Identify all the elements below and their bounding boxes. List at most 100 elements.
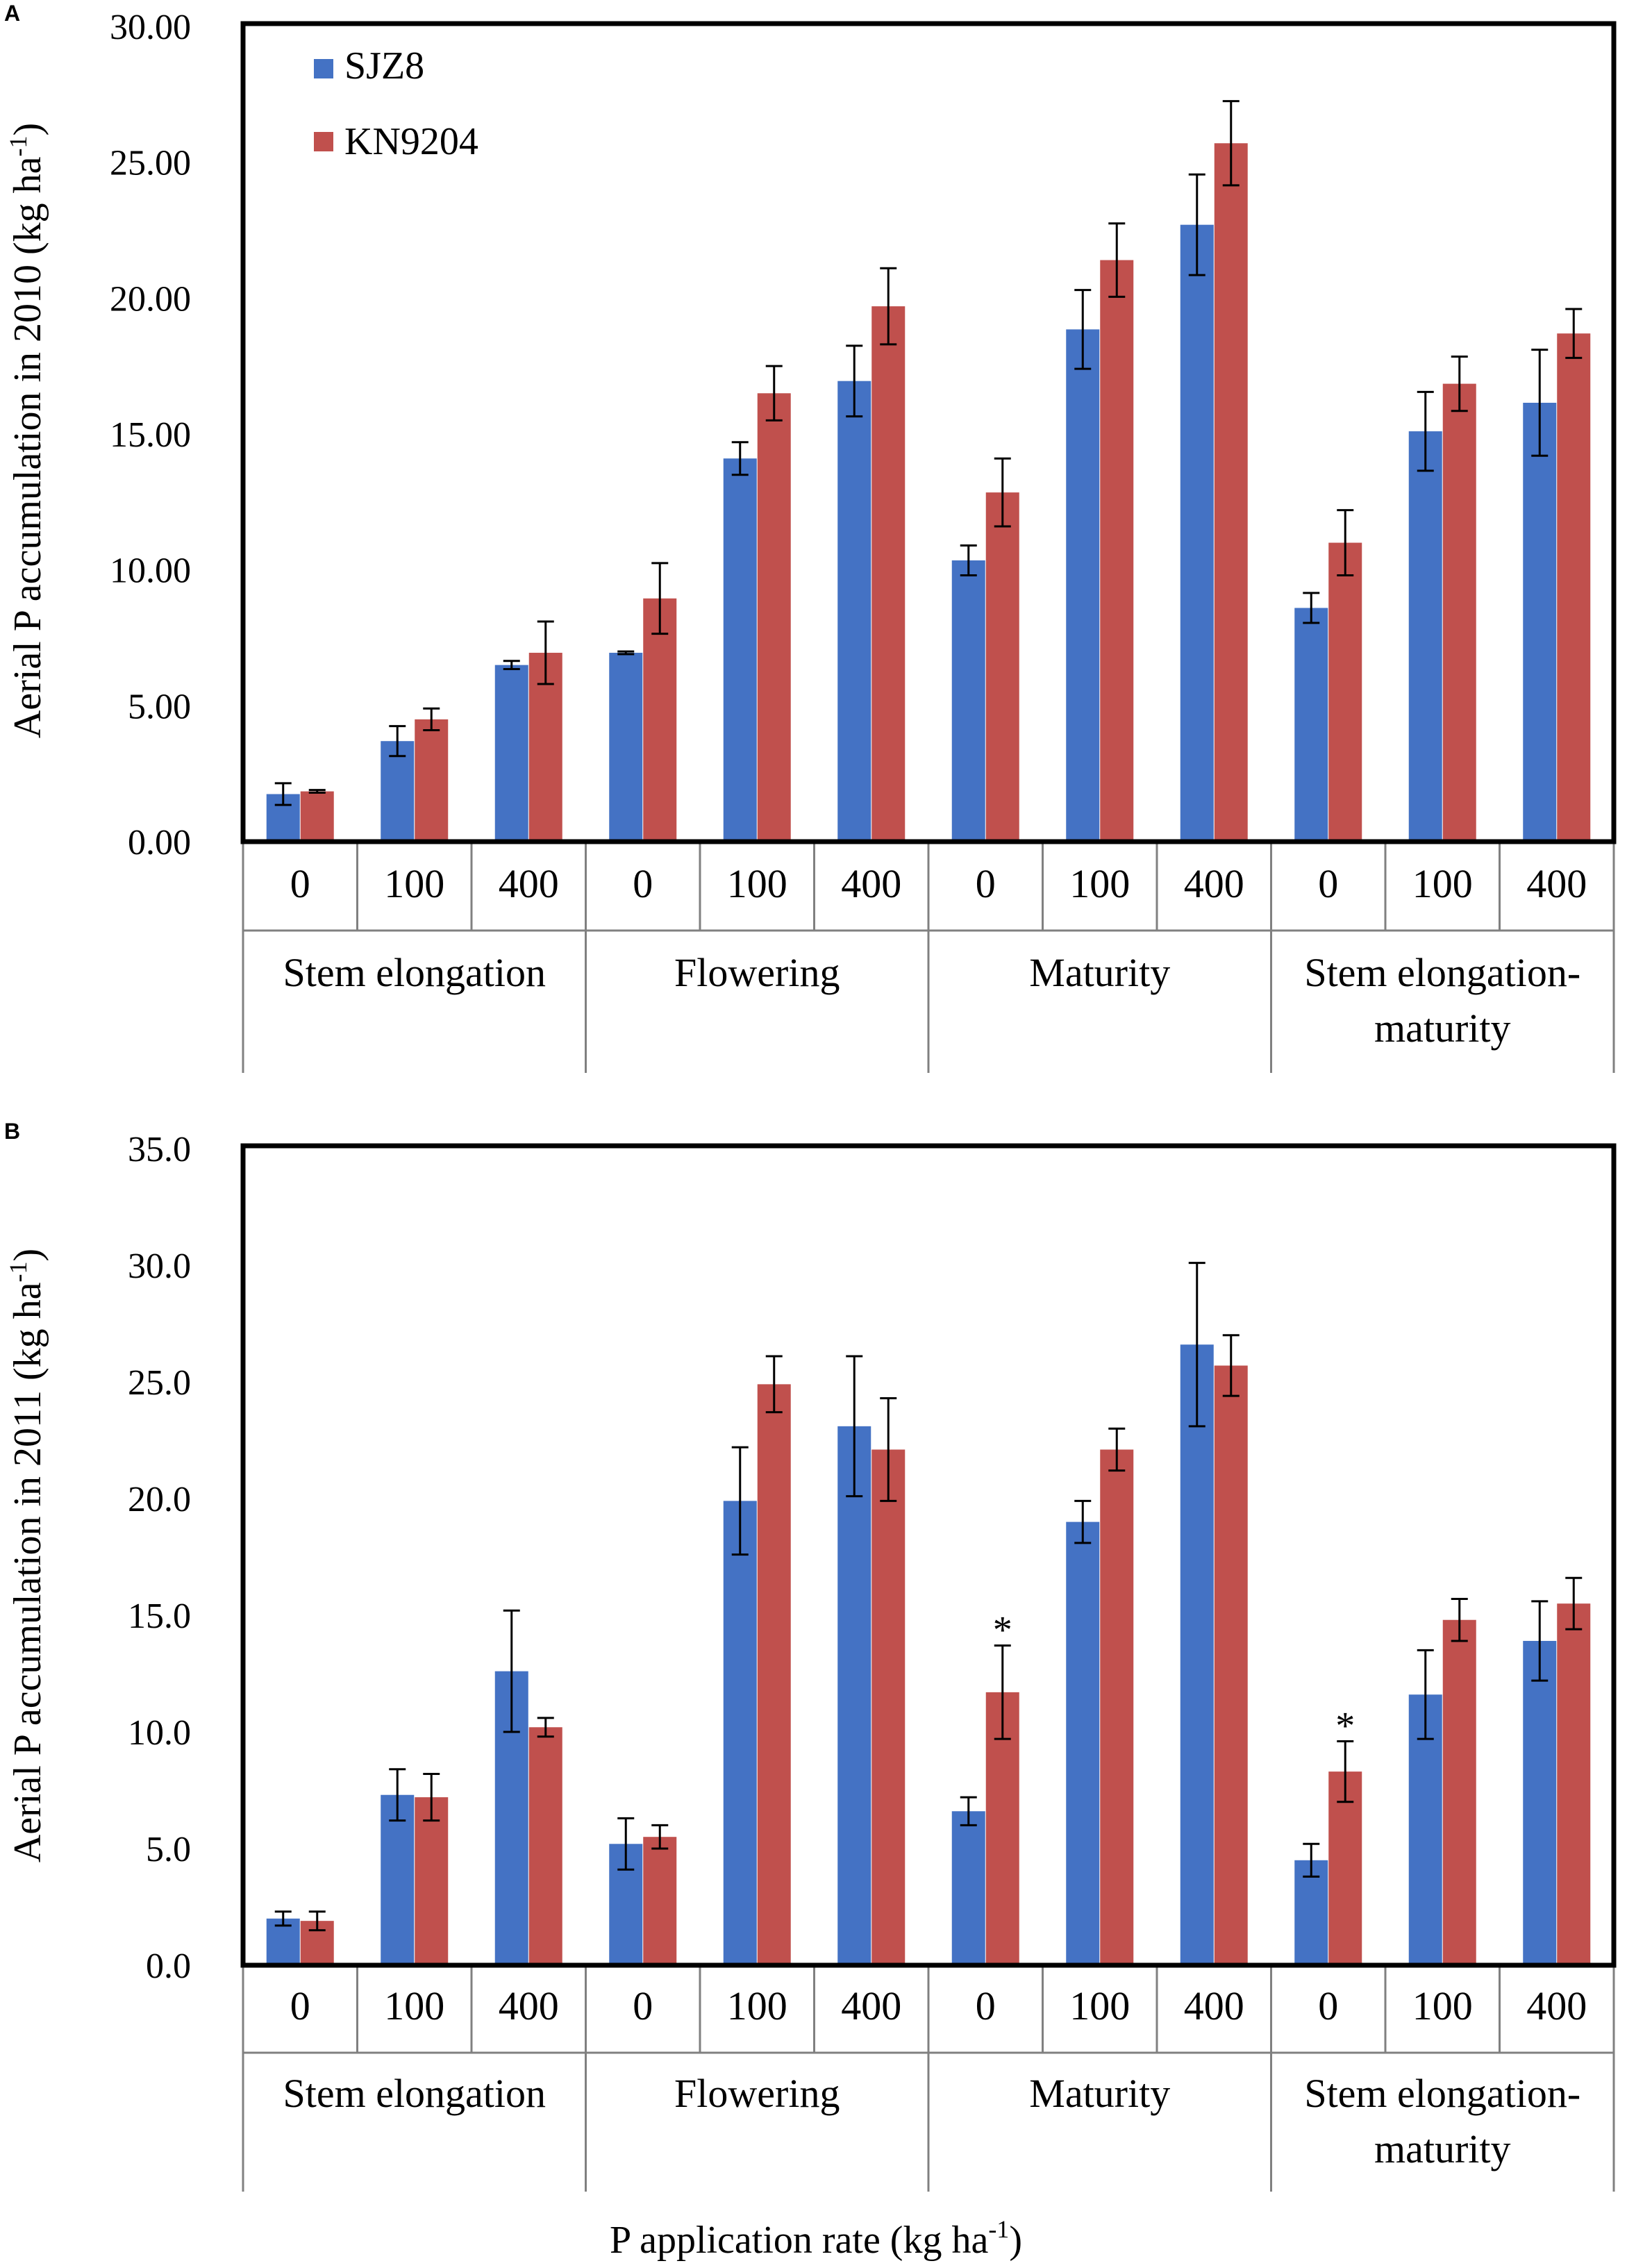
bar-sjz8 — [381, 741, 415, 842]
y-tick-label: 25.00 — [110, 144, 191, 183]
y-tick-label: 0.00 — [128, 823, 191, 862]
y-tick-label: 15.0 — [128, 1596, 191, 1636]
significance-mark: * — [993, 1609, 1012, 1652]
y-tick-label: 25.0 — [128, 1363, 191, 1403]
bar-sjz8 — [1523, 402, 1557, 842]
bar-kn9204 — [871, 1449, 906, 1965]
bar-kn9204 — [1328, 542, 1362, 842]
bar-kn9204 — [1442, 1619, 1476, 1965]
x-axis-b: 0 100 400 0 100 400 0 100 400 0 100 400 Stem elongat… — [242, 1965, 1615, 2192]
bar-sjz8 — [381, 1794, 415, 1965]
x-tick-label: 400 — [841, 861, 901, 906]
group-label: maturity — [1374, 1006, 1511, 1051]
panel-label-a: A — [4, 1, 20, 26]
group-label: Stem elongation — [283, 950, 546, 995]
y-tick-label: 5.0 — [146, 1830, 191, 1869]
legend-label-kn9204: KN9204 — [344, 120, 478, 163]
x-tick-label: 400 — [499, 1983, 559, 2028]
x-tick-label: 100 — [727, 1983, 787, 2028]
y-tick-label: 20.0 — [128, 1480, 191, 1519]
bar-kn9204 — [985, 492, 1019, 842]
bar-sjz8 — [1180, 1344, 1214, 1965]
x-tick-label: 400 — [1184, 1983, 1244, 2028]
y-axis-title-b: Aerial P accumulation in 2011 (kg ha-1) — [4, 1249, 49, 1862]
panel-label-b: B — [4, 1119, 20, 1144]
bar-sjz8 — [837, 381, 871, 842]
panel-b: B Aerial P accumulation in 2011 (kg ha-1… — [4, 1119, 1617, 2192]
bar-sjz8 — [1294, 1860, 1328, 1965]
bar-sjz8 — [609, 653, 643, 842]
bar-kn9204 — [871, 306, 906, 842]
group-label: Flowering — [674, 2071, 840, 2116]
bars-b — [266, 1344, 1591, 1965]
x-tick-label: 0 — [976, 1983, 996, 2028]
x-tick-label: 0 — [1318, 1983, 1338, 2028]
bar-kn9204 — [757, 393, 791, 842]
bar-sjz8 — [1523, 1640, 1557, 1965]
y-tick-label: 0.0 — [146, 1946, 191, 1986]
group-label: maturity — [1374, 2126, 1511, 2171]
group-label: Stem elongation- — [1304, 2071, 1580, 2116]
y-tick-label: 30.0 — [128, 1246, 191, 1286]
bar-sjz8 — [1066, 329, 1100, 842]
panel-a: A Aerial P accumulation in 2010 (kg ha-1… — [4, 1, 1617, 1073]
group-label: Stem elongation — [283, 2071, 546, 2116]
bar-kn9204 — [300, 791, 334, 842]
x-tick-label: 100 — [384, 1983, 444, 2028]
y-tick-label: 10.00 — [110, 551, 191, 591]
bar-kn9204 — [643, 598, 677, 842]
x-tick-label: 0 — [633, 861, 653, 906]
x-axis-title: P application rate (kg ha-1) — [610, 2215, 1022, 2262]
bar-kn9204 — [1214, 1365, 1248, 1965]
bar-sjz8 — [951, 560, 985, 842]
legend: SJZ8 KN9204 — [314, 44, 478, 163]
bar-kn9204 — [528, 1727, 562, 1965]
legend-label-sjz8: SJZ8 — [344, 44, 424, 87]
x-tick-label: 0 — [633, 1983, 653, 2028]
bar-sjz8 — [723, 458, 757, 842]
bar-kn9204 — [1442, 383, 1476, 842]
bar-kn9204 — [1557, 1603, 1591, 1965]
error-bars-b — [274, 1262, 1583, 1932]
group-label: Maturity — [1029, 2071, 1170, 2116]
bar-kn9204 — [415, 1797, 449, 1965]
bar-sjz8 — [723, 1501, 757, 1965]
x-tick-label: 100 — [1069, 861, 1130, 906]
significance-mark: * — [1335, 1704, 1355, 1747]
y-tick-label: 5.00 — [128, 687, 191, 726]
y-tick-labels-b: 0.0 5.0 10.0 15.0 20.0 25.0 30.0 35.0 — [128, 1130, 191, 1986]
x-tick-label: 400 — [1526, 1983, 1587, 2028]
bar-sjz8 — [1408, 431, 1442, 842]
bar-sjz8 — [494, 665, 528, 842]
x-tick-label: 0 — [976, 861, 996, 906]
bar-sjz8 — [951, 1811, 985, 1965]
legend-swatch-sjz8 — [314, 59, 333, 78]
bar-sjz8 — [837, 1426, 871, 1965]
x-tick-label: 0 — [290, 1983, 310, 2028]
bar-kn9204 — [643, 1837, 677, 1965]
bar-kn9204 — [1328, 1771, 1362, 1965]
bars-a — [266, 143, 1591, 842]
y-tick-labels-a: 0.00 5.00 10.00 15.00 20.00 25.00 30.00 — [110, 8, 191, 862]
bar-sjz8 — [1066, 1521, 1100, 1965]
x-tick-label: 0 — [1318, 861, 1338, 906]
bar-kn9204 — [1214, 143, 1248, 842]
x-tick-label: 100 — [1412, 1983, 1473, 2028]
group-label: Stem elongation- — [1304, 950, 1580, 995]
y-tick-label: 20.00 — [110, 279, 191, 319]
y-tick-label: 35.0 — [128, 1130, 191, 1169]
plot-frame-b — [240, 1143, 1617, 1968]
x-tick-label: 100 — [1412, 861, 1473, 906]
x-tick-label: 400 — [1526, 861, 1587, 906]
x-tick-label: 100 — [1069, 1983, 1130, 2028]
plot-frame-a — [240, 21, 1617, 844]
bar-kn9204 — [1100, 260, 1134, 842]
y-tick-label: 15.00 — [110, 415, 191, 455]
group-label: Maturity — [1029, 950, 1170, 995]
x-tick-label: 400 — [1184, 861, 1244, 906]
x-axis-a: 0 100 400 0 100 400 0 100 400 0 100 400 Stem elongat… — [242, 842, 1615, 1073]
bar-kn9204 — [415, 719, 449, 842]
bar-sjz8 — [1294, 608, 1328, 842]
x-tick-label: 400 — [499, 861, 559, 906]
